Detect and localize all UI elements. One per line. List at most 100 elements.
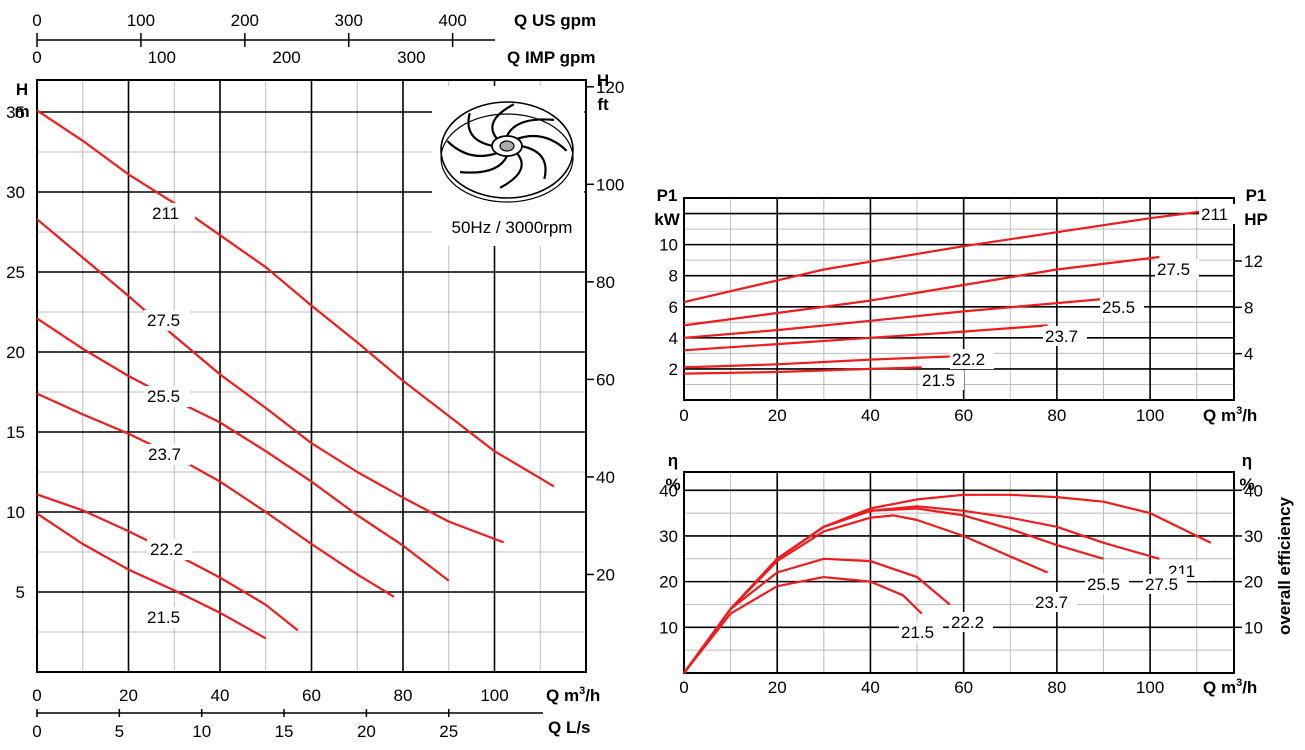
power-curve-211 — [683, 209, 1211, 304]
head-x-axis-label: Q m3/h — [546, 685, 600, 705]
eff-curve-label-bg — [1033, 592, 1077, 612]
head-y-tick-label: 5 — [16, 583, 25, 602]
power-y-tick-label: 2 — [669, 360, 678, 379]
eff-curve-label-bg — [899, 622, 943, 642]
head-y2-tick-label: 80 — [596, 273, 615, 292]
eff-y2-axis-symbol: η — [1242, 451, 1252, 470]
power-curve-21.5 — [683, 366, 922, 375]
head-y-tick-label: 25 — [6, 263, 25, 282]
eff-curve-label-23.7: 23.7 — [1035, 593, 1068, 612]
impeller-vane — [446, 140, 498, 157]
eff-y2-axis-unit: % — [1239, 475, 1254, 494]
eff-curve-21.5 — [683, 576, 923, 674]
head-x-tick-label: 100 — [480, 686, 508, 705]
head-y2-tick-label: 100 — [596, 175, 624, 194]
head-x-tick-label: 40 — [211, 686, 230, 705]
power-y-tick-label: 8 — [669, 267, 678, 286]
impeller-vane — [516, 135, 568, 152]
head-y2-tick-label: 120 — [596, 78, 624, 97]
head-curve-label-bg — [149, 203, 195, 224]
head-ls-tick-label: 15 — [275, 722, 294, 741]
head-y-tick-label: 20 — [6, 343, 25, 362]
head-y-tick-label: 30 — [6, 183, 25, 202]
eff-x-tick-label: 20 — [768, 678, 787, 697]
eff-curve-label-22.2: 22.2 — [951, 613, 984, 632]
power-y-tick-label: 4 — [669, 329, 678, 348]
head-y-axis-symbol: H — [16, 80, 28, 99]
power-curve-27.5 — [683, 255, 1160, 327]
power-curve-label-bg — [920, 370, 964, 390]
head-y-tick-label: 15 — [6, 423, 25, 442]
power-curve-label-bg — [1199, 204, 1243, 224]
head-usgpm-axis-label: Q US gpm — [514, 11, 596, 30]
head-curve-label-21.5: 21.5 — [147, 608, 180, 627]
head-curve-label-bg — [144, 386, 190, 407]
head-x-tick-label: 0 — [32, 686, 41, 705]
head-y2-tick-label: 40 — [596, 468, 615, 487]
power-y-axis-symbol: P1 — [657, 186, 678, 205]
head-usgpm-tick-label: 300 — [335, 11, 363, 30]
power-curve-label-27.5: 27.5 — [1157, 260, 1190, 279]
head-ls-tick-label: 20 — [357, 722, 376, 741]
impeller-vane — [506, 118, 555, 137]
head-usgpm-tick-label: 0 — [32, 11, 41, 30]
eff-curve-22.2 — [683, 557, 951, 674]
power-x-tick-label: 0 — [679, 406, 688, 425]
head-curve-label-bg — [144, 607, 190, 628]
eff-curve-label-25.5: 25.5 — [1087, 575, 1120, 594]
eff-curve-label-21.5: 21.5 — [901, 623, 934, 642]
head-curve-label-bg — [147, 539, 193, 560]
head-plot-frame — [36, 79, 587, 673]
power-curve-label-bg — [1155, 259, 1199, 279]
head-usgpm-tick-label: 400 — [438, 11, 466, 30]
head-ls-tick-label: 10 — [192, 722, 211, 741]
eff-x-axis-label: Q m3/h — [1203, 677, 1257, 697]
power-plot-frame — [683, 197, 1235, 401]
power-curve-label-bg — [1043, 326, 1087, 346]
head-usgpm-tick-label: 200 — [231, 11, 259, 30]
head-y2-tick-label: 20 — [596, 565, 615, 584]
eff-y2-tick-label: 30 — [1244, 527, 1263, 546]
head-impgpm-axis-label: Q IMP gpm — [507, 48, 595, 67]
head-curve-23.7 — [36, 392, 395, 598]
head-curve-label-27.5: 27.5 — [147, 311, 180, 330]
eff-x-tick-label: 60 — [954, 678, 973, 697]
power-curve-22.2 — [683, 355, 950, 369]
power-x-tick-label: 100 — [1136, 406, 1164, 425]
power-curve-label-bg — [1100, 297, 1144, 317]
power-curve-label-21.5: 21.5 — [922, 371, 955, 390]
impeller-vane — [459, 155, 508, 174]
head-y-tick-label: 10 — [6, 503, 25, 522]
eff-y-tick-label: 30 — [659, 527, 678, 546]
power-curve-label-25.5: 25.5 — [1102, 298, 1135, 317]
head-curve-label-23.7: 23.7 — [148, 445, 181, 464]
head-curve-21.5 — [36, 512, 267, 640]
eff-y2-tick-label: 20 — [1244, 573, 1263, 592]
head-ls-tick-label: 5 — [115, 722, 124, 741]
power-y-tick-label: 10 — [659, 236, 678, 255]
head-x-tick-label: 20 — [119, 686, 138, 705]
power-x-axis-label: Q m3/h — [1203, 405, 1257, 425]
power-y-tick-label: 6 — [669, 298, 678, 317]
eff-curve-label-bg — [1143, 574, 1187, 594]
eff-y-tick-label: 20 — [659, 573, 678, 592]
power-curve-label-bg — [950, 349, 994, 369]
head-curve-27.5 — [36, 218, 505, 544]
power-curve-label-22.2: 22.2 — [952, 350, 985, 369]
power-curve-23.7 — [683, 324, 1048, 352]
head-x-tick-label: 60 — [302, 686, 321, 705]
impeller-shaft — [499, 140, 515, 152]
head-curve-211 — [36, 109, 555, 488]
power-curve-label-211: 211 — [1201, 205, 1228, 224]
eff-x-tick-label: 80 — [1047, 678, 1066, 697]
eff-y-tick-label: 40 — [659, 481, 678, 500]
eff-y-axis-unit: % — [665, 475, 680, 494]
eff-curve-23.7 — [683, 514, 1049, 674]
head-y2-tick-label: 60 — [596, 370, 615, 389]
head-curve-label-25.5: 25.5 — [147, 387, 180, 406]
power-y2-axis-unit: HP — [1244, 210, 1268, 229]
impeller-rim — [440, 113, 574, 203]
power-x-tick-label: 20 — [768, 406, 787, 425]
